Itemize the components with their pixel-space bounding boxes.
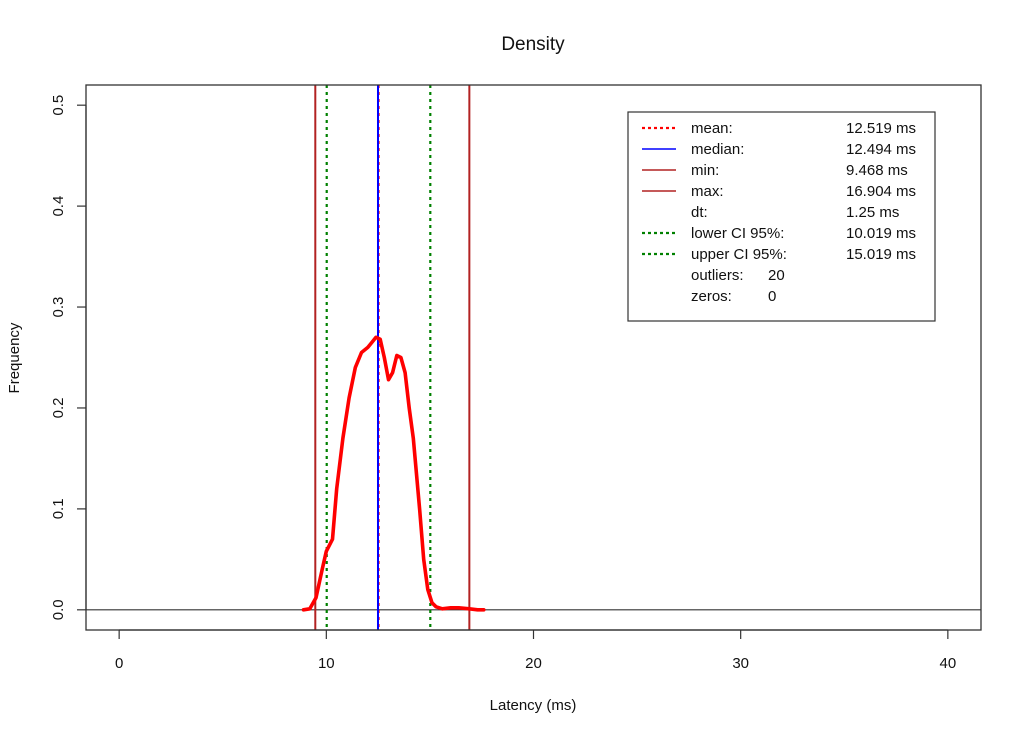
- legend-value-upper_ci: 15.019 ms: [846, 246, 916, 263]
- x-axis-label: Latency (ms): [490, 697, 577, 714]
- legend-box: [627, 111, 936, 322]
- legend-value-mean: 12.519 ms: [846, 120, 916, 137]
- legend-label-lower_ci: lower CI 95%:: [691, 225, 784, 242]
- y-tick-label: 0.3: [50, 297, 67, 318]
- legend-value-zeros: 0: [768, 288, 776, 305]
- chart-title: Density: [501, 34, 565, 55]
- legend-label-max: max:: [691, 183, 724, 200]
- legend-label-zeros: zeros:: [691, 288, 732, 305]
- y-tick-label: 0.4: [50, 196, 67, 217]
- legend: mean: 12.519 ms median: 12.494 ms min: 9.468 …: [627, 111, 936, 322]
- legend-label-dt: dt:: [691, 204, 708, 221]
- legend-value-outliers: 20: [768, 267, 785, 284]
- legend-value-min: 9.468 ms: [846, 162, 908, 179]
- legend-label-outliers: outliers:: [691, 267, 744, 284]
- x-tick-label: 40: [940, 655, 957, 672]
- y-tick-label: 0.5: [50, 95, 67, 116]
- legend-value-dt: 1.25 ms: [846, 204, 899, 221]
- y-tick-label: 0.1: [50, 498, 67, 519]
- x-tick-label: 20: [525, 655, 542, 672]
- plot-frame: [85, 84, 982, 631]
- legend-label-min: min:: [691, 162, 719, 179]
- x-tick-label: 30: [732, 655, 749, 672]
- legend-label-mean: mean:: [691, 120, 733, 137]
- plot-data: [86, 85, 981, 630]
- legend-value-median: 12.494 ms: [846, 141, 916, 158]
- legend-value-lower_ci: 10.019 ms: [846, 225, 916, 242]
- x-tick-label: 0: [115, 655, 123, 672]
- x-tick-label: 10: [318, 655, 335, 672]
- y-tick-label: 0.0: [50, 599, 67, 620]
- legend-value-max: 16.904 ms: [846, 183, 916, 200]
- y-tick-label: 0.2: [50, 398, 67, 419]
- legend-label-upper_ci: upper CI 95%:: [691, 246, 787, 263]
- legend-label-median: median:: [691, 141, 744, 158]
- density-curve: [301, 335, 486, 612]
- y-axis-label: Frequency: [6, 322, 23, 393]
